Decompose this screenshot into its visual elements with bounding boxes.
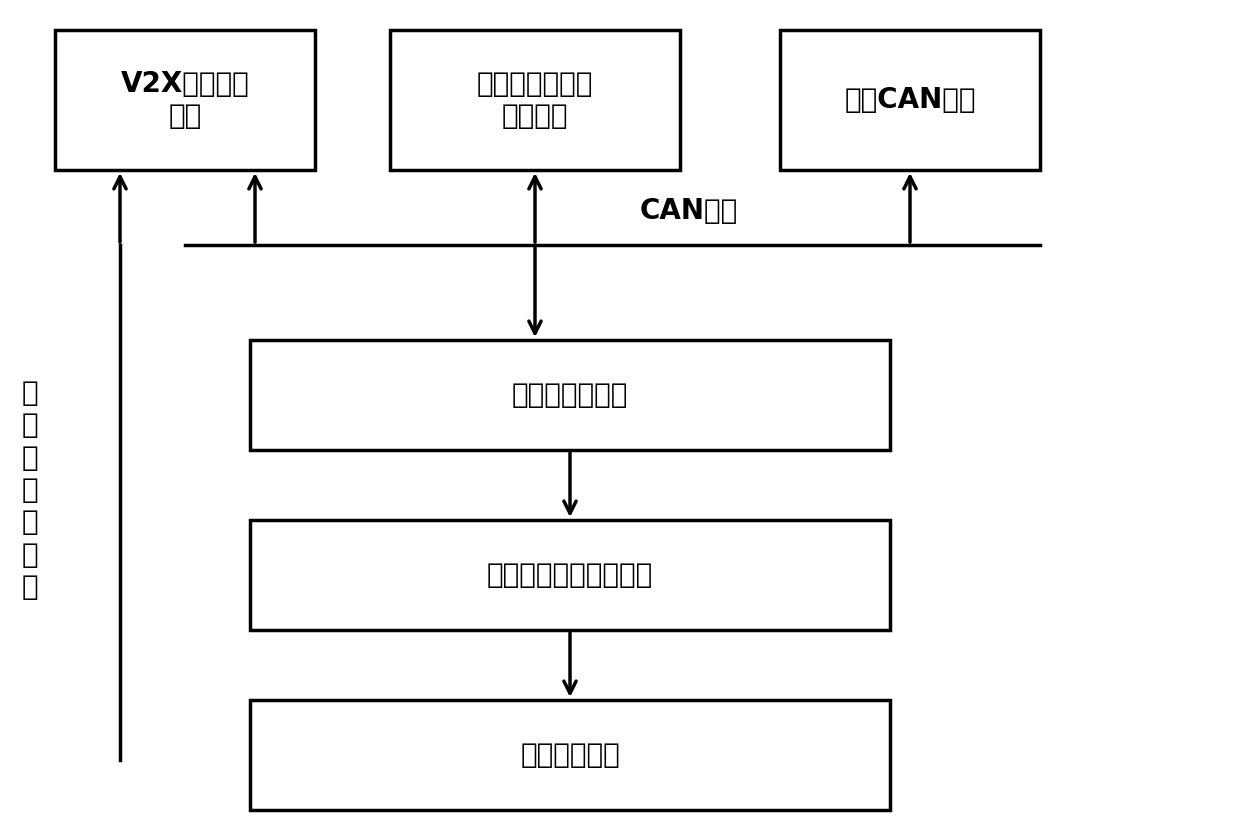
Text: 环境及车辆状态
感知单元: 环境及车辆状态 感知单元 — [477, 70, 593, 130]
Text: CAN总线: CAN总线 — [640, 197, 738, 225]
Bar — [250, 520, 890, 630]
Bar — [250, 340, 890, 450]
Text: V2X信息交互
单元: V2X信息交互 单元 — [120, 70, 249, 130]
Text: 主控制处理单元: 主控制处理单元 — [512, 381, 629, 409]
Bar — [391, 30, 680, 170]
Bar — [55, 30, 315, 170]
Text: 整车CAN网络: 整车CAN网络 — [844, 86, 976, 114]
Text: 车辆运动状态控制单元: 车辆运动状态控制单元 — [487, 561, 653, 589]
Bar — [780, 30, 1040, 170]
Bar — [250, 700, 890, 810]
Text: 驱动执行单元: 驱动执行单元 — [520, 741, 620, 769]
Text: 路
面
及
其
他
信
息: 路 面 及 其 他 信 息 — [21, 379, 38, 601]
